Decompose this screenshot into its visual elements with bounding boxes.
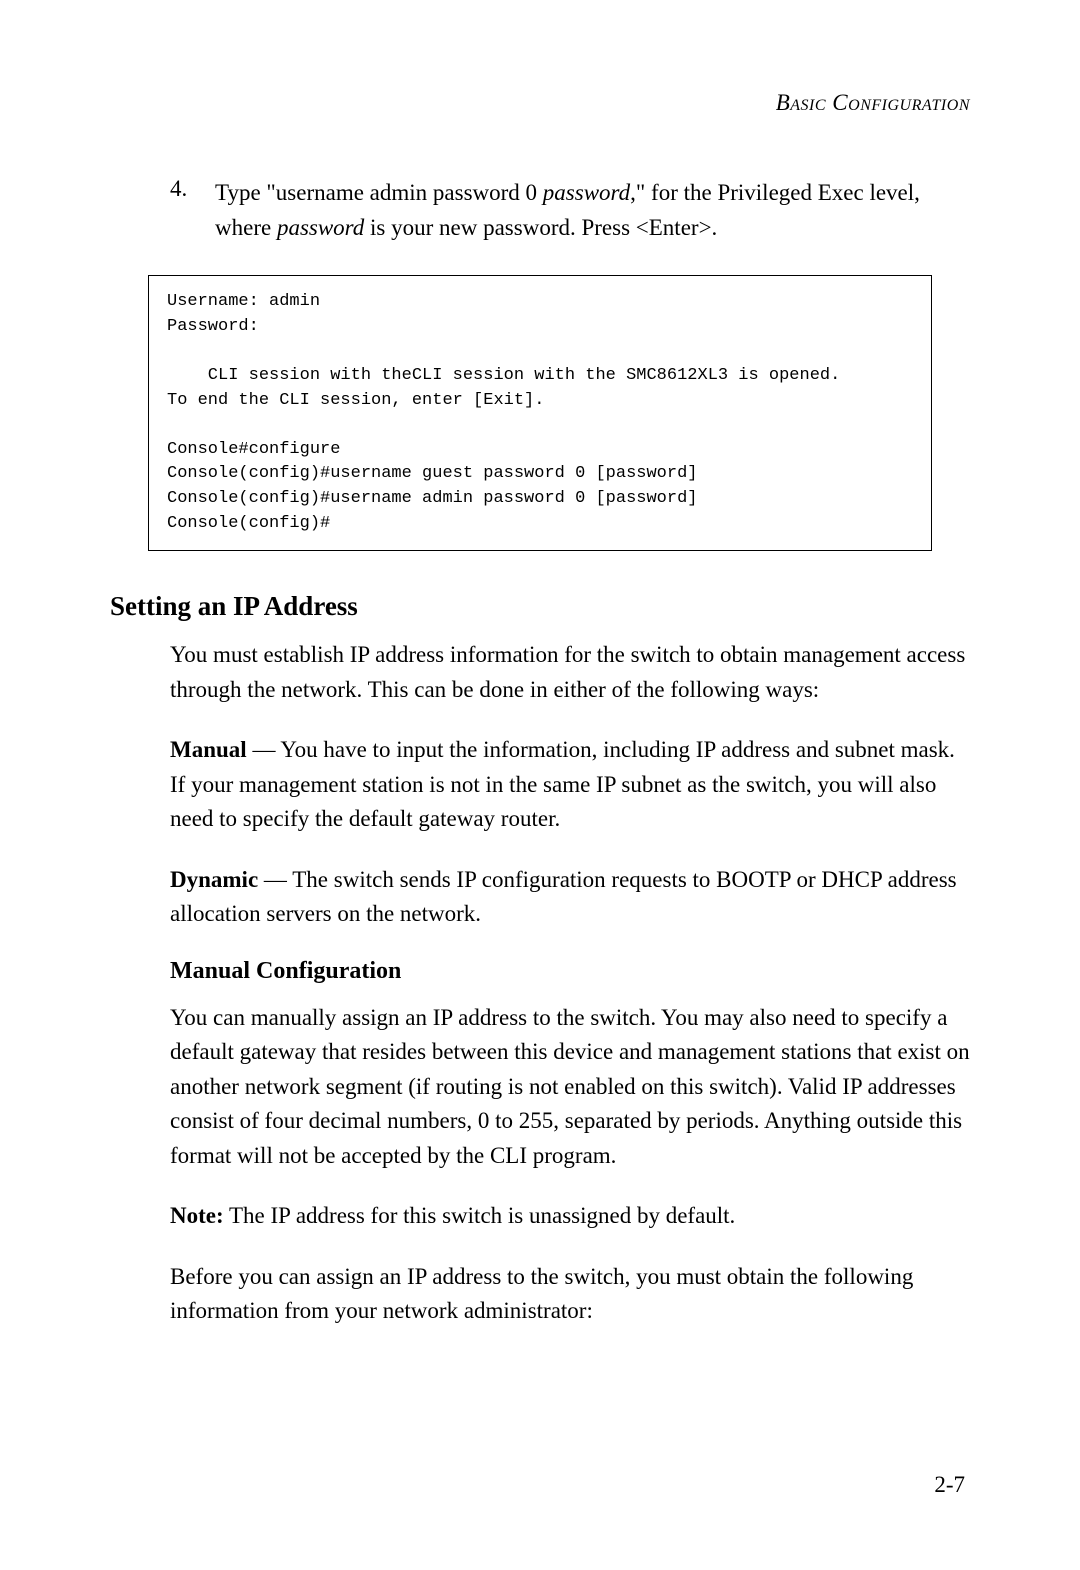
step-text-italic1: password bbox=[543, 180, 630, 205]
manual-text: — You have to input the information, inc… bbox=[170, 737, 955, 831]
section-intro: You must establish IP address informatio… bbox=[170, 638, 970, 707]
note-paragraph: Note: The IP address for this switch is … bbox=[170, 1199, 970, 1234]
section-heading: Setting an IP Address bbox=[110, 591, 970, 622]
step-number: 4. bbox=[170, 176, 195, 245]
step-text-part1: Type "username admin password 0 bbox=[215, 180, 543, 205]
step-text-part3: is your new password. Press <Enter>. bbox=[364, 215, 717, 240]
subsection-para2: Before you can assign an IP address to t… bbox=[170, 1260, 970, 1329]
subsection-para1: You can manually assign an IP address to… bbox=[170, 1001, 970, 1174]
note-text: The IP address for this switch is unassi… bbox=[224, 1203, 736, 1228]
subsection-heading: Manual Configuration bbox=[170, 958, 970, 985]
dynamic-text: — The switch sends IP configuration requ… bbox=[170, 867, 957, 927]
dynamic-paragraph: Dynamic — The switch sends IP configurat… bbox=[170, 863, 970, 932]
dynamic-label: Dynamic bbox=[170, 867, 258, 892]
step-text-italic2: password bbox=[277, 215, 364, 240]
code-example-box: Username: admin Password: CLI session wi… bbox=[148, 275, 932, 551]
manual-label: Manual bbox=[170, 737, 247, 762]
step-text: Type "username admin password 0 password… bbox=[215, 176, 970, 245]
note-label: Note: bbox=[170, 1203, 224, 1228]
page-header-title: Basic Configuration bbox=[110, 90, 970, 116]
step-4: 4. Type "username admin password 0 passw… bbox=[170, 176, 970, 245]
manual-paragraph: Manual — You have to input the informati… bbox=[170, 733, 970, 837]
page-number: 2-7 bbox=[934, 1472, 965, 1498]
